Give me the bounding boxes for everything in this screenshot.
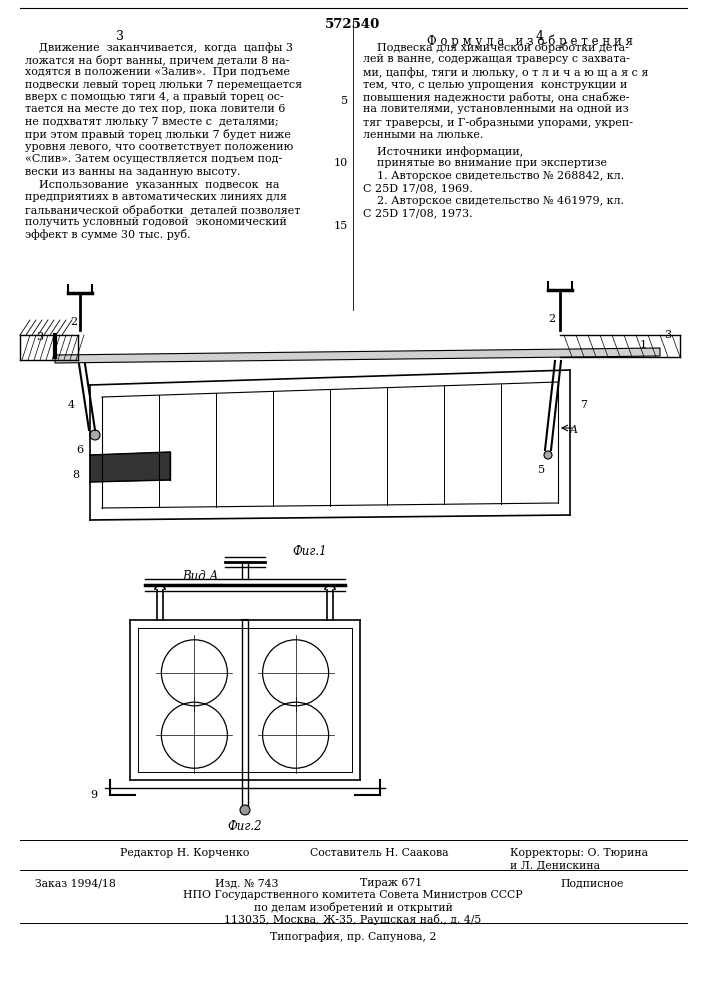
Text: 113035, Москва, Ж-35, Раушская наб., д. 4/5: 113035, Москва, Ж-35, Раушская наб., д. … — [224, 914, 481, 925]
Text: Вид А: Вид А — [182, 570, 218, 583]
Text: Использование  указанных  подвесок  на: Использование указанных подвесок на — [25, 180, 279, 190]
Text: получить условный годовой  экономический: получить условный годовой экономический — [25, 217, 287, 227]
Text: и Л. Денискина: и Л. Денискина — [510, 860, 600, 870]
Text: 1. Авторское свидетельство № 268842, кл.: 1. Авторское свидетельство № 268842, кл. — [363, 171, 624, 181]
Text: Заказ 1994/18: Заказ 1994/18 — [35, 878, 116, 888]
Text: НПО Государственного комитета Совета Министров СССР: НПО Государственного комитета Совета Мин… — [183, 890, 522, 900]
Text: вверх с помощью тяги 4, а правый торец ос-: вверх с помощью тяги 4, а правый торец о… — [25, 92, 284, 102]
Text: 5: 5 — [538, 465, 545, 475]
Text: 10: 10 — [334, 158, 348, 168]
Text: тем, что, с целью упрощения  конструкции и: тем, что, с целью упрощения конструкции … — [363, 80, 627, 90]
Text: Подписное: Подписное — [560, 878, 624, 888]
Text: подвески левый торец люльки 7 перемещается: подвески левый торец люльки 7 перемещает… — [25, 80, 302, 90]
Text: Типография, пр. Сапунова, 2: Типография, пр. Сапунова, 2 — [270, 931, 436, 942]
Polygon shape — [90, 452, 170, 482]
Text: 2: 2 — [70, 317, 77, 327]
Text: Движение  заканчивается,  когда  цапфы 3: Движение заканчивается, когда цапфы 3 — [25, 42, 293, 53]
Text: Фиг.1: Фиг.1 — [293, 545, 327, 558]
Text: принятые во внимание при экспертизе: принятые во внимание при экспертизе — [363, 158, 607, 168]
Text: Редактор Н. Корченко: Редактор Н. Корченко — [120, 848, 250, 858]
Text: Источники информации,: Источники информации, — [363, 146, 523, 157]
Text: «Слив». Затем осуществляется подъем под-: «Слив». Затем осуществляется подъем под- — [25, 154, 282, 164]
Text: вески из ванны на заданную высоту.: вески из ванны на заданную высоту. — [25, 167, 240, 177]
Circle shape — [544, 451, 552, 459]
Text: гальванической обработки  деталей позволяет: гальванической обработки деталей позволя… — [25, 205, 300, 216]
Text: 5: 5 — [341, 96, 348, 106]
Text: предприятиях в автоматических линиях для: предприятиях в автоматических линиях для — [25, 192, 287, 202]
Text: 9: 9 — [90, 790, 97, 800]
Text: 6: 6 — [76, 445, 83, 455]
Text: 8: 8 — [72, 470, 79, 480]
Circle shape — [90, 430, 100, 440]
Text: повышения надежности работы, она снабже-: повышения надежности работы, она снабже- — [363, 92, 629, 103]
Text: 572540: 572540 — [325, 18, 380, 31]
Text: не подхватят люльку 7 вместе с  деталями;: не подхватят люльку 7 вместе с деталями; — [25, 117, 279, 127]
Text: Подвеска для химической обработки дета-: Подвеска для химической обработки дета- — [363, 42, 629, 53]
Text: Составитель Н. Саакова: Составитель Н. Саакова — [310, 848, 448, 858]
Text: лей в ванне, содержащая траверсу с захвата-: лей в ванне, содержащая траверсу с захва… — [363, 54, 630, 64]
Text: 15: 15 — [334, 221, 348, 231]
Text: ми, цапфы, тяги и люльку, о т л и ч а ю щ а я с я: ми, цапфы, тяги и люльку, о т л и ч а ю … — [363, 67, 648, 78]
Text: эффект в сумме 30 тыс. руб.: эффект в сумме 30 тыс. руб. — [25, 230, 191, 240]
Text: ложатся на борт ванны, причем детали 8 на-: ложатся на борт ванны, причем детали 8 н… — [25, 54, 289, 66]
Text: 3: 3 — [116, 30, 124, 43]
Text: по делам изобретений и открытий: по делам изобретений и открытий — [254, 902, 452, 913]
Text: ходятся в положении «Залив».  При подъеме: ходятся в положении «Залив». При подъеме — [25, 67, 290, 77]
Text: С 25D 17/08, 1969.: С 25D 17/08, 1969. — [363, 184, 473, 194]
Text: 2. Авторское свидетельство № 461979, кл.: 2. Авторское свидетельство № 461979, кл. — [363, 196, 624, 206]
Text: Изд. № 743: Изд. № 743 — [215, 878, 279, 888]
Polygon shape — [55, 348, 660, 363]
Text: 3: 3 — [36, 332, 43, 342]
Text: С 25D 17/08, 1973.: С 25D 17/08, 1973. — [363, 209, 472, 219]
Text: 3: 3 — [664, 330, 671, 340]
Text: тяг траверсы, и Г-образными упорами, укреп-: тяг траверсы, и Г-образными упорами, укр… — [363, 117, 633, 128]
Text: на ловителями, установленными на одной из: на ловителями, установленными на одной и… — [363, 104, 629, 114]
Text: 4: 4 — [68, 400, 75, 410]
Text: ленными на люльке.: ленными на люльке. — [363, 129, 484, 139]
Text: Корректоры: О. Тюрина: Корректоры: О. Тюрина — [510, 848, 648, 858]
Text: 2: 2 — [548, 314, 555, 324]
Text: 1: 1 — [640, 340, 647, 350]
Text: тается на месте до тех пор, пока ловители 6: тается на месте до тех пор, пока ловител… — [25, 104, 286, 114]
Text: 7: 7 — [580, 400, 587, 410]
Text: A: A — [570, 425, 578, 435]
Text: Фиг.2: Фиг.2 — [228, 820, 262, 833]
Text: уровня левого, что соответствует положению: уровня левого, что соответствует положен… — [25, 142, 293, 152]
Text: при этом правый торец люльки 7 будет ниже: при этом правый торец люльки 7 будет ниж… — [25, 129, 291, 140]
Text: Тираж 671: Тираж 671 — [360, 878, 422, 888]
Text: Ф о р м у л а   и з о б р е т е н и я: Ф о р м у л а и з о б р е т е н и я — [427, 35, 633, 48]
Text: 4: 4 — [536, 30, 544, 43]
Circle shape — [240, 805, 250, 815]
